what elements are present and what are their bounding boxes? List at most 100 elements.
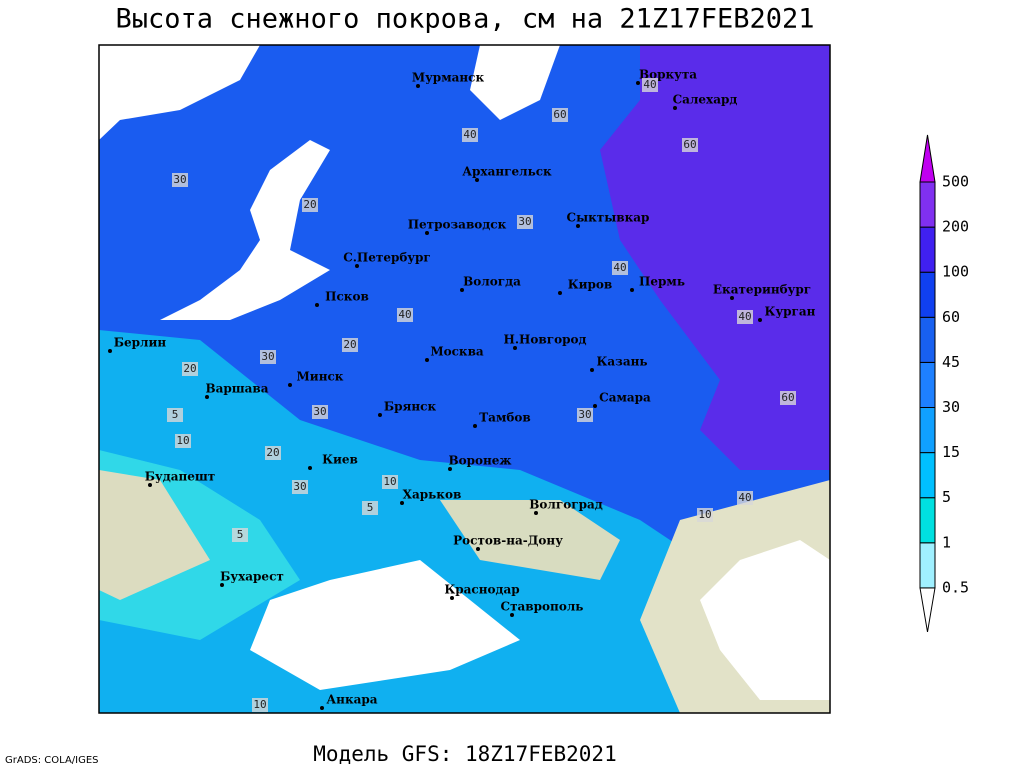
contour-label-bg (612, 261, 628, 275)
city-dot (510, 613, 514, 617)
city-dot (308, 466, 312, 470)
colorbar-box (919, 361, 936, 408)
city-dot (460, 288, 464, 292)
city-dot (416, 84, 420, 88)
contour-label: 30 (518, 215, 531, 228)
deep-snow (600, 45, 830, 470)
colorbar-label: 200 (942, 218, 969, 236)
contour-label: 5 (367, 501, 374, 514)
city-label: Псков (325, 290, 369, 304)
contour-label: 40 (643, 78, 656, 91)
city-dot (450, 596, 454, 600)
contour-label-bg (697, 508, 713, 522)
contour-label: 5 (237, 528, 244, 541)
contour-label-bg (342, 338, 358, 352)
bare-land (440, 500, 620, 580)
contour-label: 20 (266, 446, 279, 459)
city-label: Н.Новгород (504, 333, 587, 347)
colorbar-label: 30 (942, 398, 960, 416)
contour-label: 60 (781, 391, 794, 404)
city-dot (220, 583, 224, 587)
city-dot (636, 81, 640, 85)
city-dot (673, 106, 677, 110)
black-sea (250, 560, 520, 690)
contour-label: 20 (343, 338, 356, 351)
city-dot (630, 288, 634, 292)
contour-label: 10 (176, 434, 189, 447)
city-label: Минск (297, 370, 344, 384)
city-label: Казань (596, 355, 647, 369)
colorbar-box (919, 226, 936, 273)
contour-label: 5 (172, 408, 179, 421)
colorbar-box (919, 452, 936, 499)
contour-label: 10 (698, 508, 711, 521)
contour-label: 60 (553, 108, 566, 121)
city-label: Архангельск (462, 165, 552, 179)
contour-label-bg (362, 501, 378, 515)
contour-label: 30 (173, 173, 186, 186)
colorbar-box (919, 271, 936, 318)
contour-label: 10 (253, 698, 266, 711)
colorbar-box (919, 542, 936, 589)
city-label: Салехард (673, 93, 738, 107)
contour-label: 40 (398, 308, 411, 321)
city-dot (593, 404, 597, 408)
city-label: Берлин (114, 336, 167, 350)
contour-label: 20 (303, 198, 316, 211)
contour-label-bg (517, 215, 533, 229)
colorbar-label: 5 (942, 488, 951, 506)
city-label: Воронеж (448, 454, 511, 468)
city-dot (590, 368, 594, 372)
contour-label: 30 (578, 408, 591, 421)
city-dot (148, 483, 152, 487)
city-label: Мурманск (412, 71, 485, 85)
city-dot (108, 349, 112, 353)
city-label: Сыктывкар (567, 211, 650, 225)
city-label: Варшава (205, 382, 268, 396)
colorbar-label: 45 (942, 353, 960, 371)
city-dot (425, 358, 429, 362)
city-dot (475, 178, 479, 182)
city-label: Москва (430, 345, 484, 359)
colorbar-label: 500 (942, 173, 969, 191)
city-dot (425, 231, 429, 235)
city-dot (758, 318, 762, 322)
contour-label-bg (462, 128, 478, 142)
contour-label-bg (737, 491, 753, 505)
city-dot (378, 413, 382, 417)
city-label: С.Петербург (343, 251, 431, 265)
city-dot (473, 424, 477, 428)
contour-label: 60 (683, 138, 696, 151)
city-label: Анкара (326, 693, 377, 707)
north-sea (99, 45, 260, 140)
contour-label: 30 (293, 480, 306, 493)
contour-label-bg (382, 475, 398, 489)
contour-label: 30 (313, 405, 326, 418)
colorbar-box (919, 407, 936, 454)
contour-label-bg (252, 698, 268, 712)
contour-label-bg (642, 78, 658, 92)
colorbar-box (919, 181, 936, 228)
contour-label: 40 (613, 261, 626, 274)
contour-label-bg (292, 480, 308, 494)
city-dot (534, 511, 538, 515)
city-label: Харьков (403, 488, 462, 502)
contour-label-bg (302, 198, 318, 212)
city-dot (205, 395, 209, 399)
map-frame (98, 44, 831, 714)
colorbar-label: 100 (942, 263, 969, 281)
city-label: Екатеринбург (713, 283, 811, 297)
colorbar-box (919, 497, 936, 544)
city-label: Будапешт (145, 470, 215, 484)
credit: GrADS: COLA/IGES (5, 755, 99, 766)
city-label: Самара (599, 391, 651, 405)
colorbar-label: 60 (942, 308, 960, 326)
city-dot (315, 303, 319, 307)
city-label: Курган (765, 305, 816, 319)
city-dot (476, 547, 480, 551)
city-label: Пермь (639, 275, 685, 289)
colorbar-box (919, 316, 936, 363)
contour-label: 20 (183, 362, 196, 375)
